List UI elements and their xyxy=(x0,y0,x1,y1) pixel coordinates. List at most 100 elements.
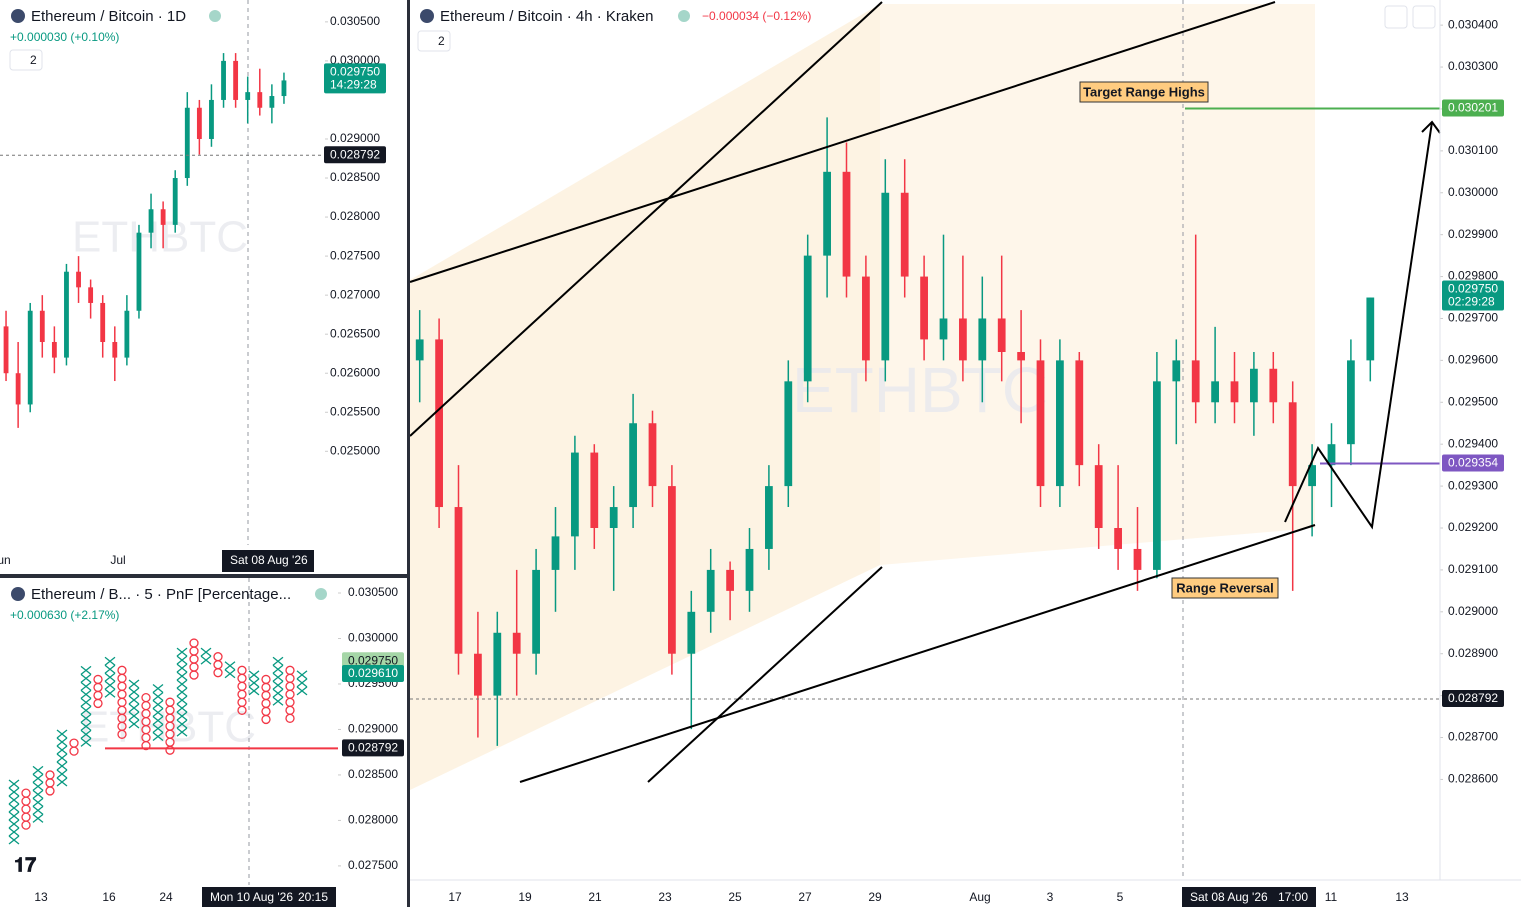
candle-body xyxy=(64,271,69,358)
y-tick-label: 0.029700 xyxy=(1448,311,1498,325)
candle-body xyxy=(745,548,754,591)
symbol-icon xyxy=(11,587,25,601)
candle-body xyxy=(532,569,540,654)
pnf-column xyxy=(213,652,223,678)
x-box xyxy=(104,664,116,674)
candle-body xyxy=(726,569,734,591)
candle-body xyxy=(1366,297,1375,361)
x-box xyxy=(152,700,164,710)
x-tick-label: 21 xyxy=(588,890,602,904)
y-tick-label: 0.029400 xyxy=(1448,436,1498,450)
x-box xyxy=(176,695,188,705)
annotation-box xyxy=(1171,577,1279,599)
x-box xyxy=(176,663,188,673)
x-box xyxy=(176,727,188,737)
pnf-column xyxy=(69,738,79,756)
candle-body xyxy=(184,107,190,179)
candle-body xyxy=(1191,360,1200,403)
candle-body xyxy=(823,171,831,256)
crosshair-date: 20:15 xyxy=(298,890,328,904)
x-box xyxy=(56,729,68,739)
price-tag xyxy=(342,664,404,682)
y-tick-label: 0.030000 xyxy=(348,631,398,645)
o-box xyxy=(69,746,79,756)
y-tick-label: 0.026500 xyxy=(330,326,380,340)
o-box xyxy=(213,668,223,678)
pnf-column xyxy=(21,788,31,830)
y-tick-label: 0.028500 xyxy=(348,767,398,781)
x-box xyxy=(152,732,164,742)
indicator-count[interactable]: 2 xyxy=(438,34,445,48)
price-tag-time: 02:29:28 xyxy=(1448,295,1495,309)
candle-body xyxy=(88,287,94,303)
status-dot xyxy=(678,10,690,22)
x-box xyxy=(248,678,260,688)
button[interactable] xyxy=(1384,5,1408,29)
button[interactable] xyxy=(1412,5,1436,29)
x-box xyxy=(128,719,140,729)
annotation: Target Range Highs xyxy=(1083,84,1205,99)
x-tick-label: 13 xyxy=(1395,890,1409,904)
x-tick-label: 3 xyxy=(1047,890,1054,904)
x-box xyxy=(32,773,44,783)
x-box xyxy=(80,721,92,731)
candle-body xyxy=(1230,381,1239,403)
y-tick-label: 0.029800 xyxy=(1448,269,1498,283)
candle-body xyxy=(1327,444,1336,466)
x-box xyxy=(152,716,164,726)
range-shade xyxy=(880,4,1315,565)
x-box xyxy=(56,737,68,747)
y-tick-label: 0.029000 xyxy=(1448,604,1498,618)
indicator-toggle[interactable] xyxy=(417,30,451,52)
pnf-column xyxy=(200,647,212,665)
x-box xyxy=(80,681,92,691)
symbol-icon xyxy=(420,9,434,23)
price-tag-label: 0.029610 xyxy=(348,666,398,680)
candle-body xyxy=(454,507,463,654)
x-box xyxy=(200,647,212,657)
annotation-box xyxy=(1079,81,1209,103)
pnf-column xyxy=(285,665,295,723)
indicator-count[interactable]: 2 xyxy=(30,53,37,67)
pnf-column xyxy=(296,670,308,696)
candle-body xyxy=(648,423,657,487)
candle-body xyxy=(1288,402,1297,487)
watermark: ETHBTC xyxy=(72,213,248,262)
watermark: ETHBTC xyxy=(80,703,256,752)
crosshair-date: Sat 08 Aug '26 xyxy=(230,553,308,567)
x-box xyxy=(8,779,20,789)
x-tick-label: 27 xyxy=(798,890,812,904)
trend-line xyxy=(647,566,883,783)
y-tick-label: 0.026000 xyxy=(330,365,380,379)
pnf-column xyxy=(261,674,271,725)
indicator-toggle[interactable] xyxy=(9,49,43,71)
y-tick-label: 0.028000 xyxy=(330,209,380,223)
watermark: ETHBTC xyxy=(792,354,1048,426)
x-box xyxy=(80,665,92,675)
candle-body xyxy=(3,326,9,374)
candle-body xyxy=(1308,465,1316,487)
price-tag-time: 14:29:28 xyxy=(330,78,377,92)
y-tick-label: 0.029600 xyxy=(1448,353,1498,367)
x-box xyxy=(152,692,164,702)
candle-body xyxy=(668,486,676,654)
pnf-column xyxy=(32,765,44,823)
drawings xyxy=(409,1,1441,783)
x-box xyxy=(176,711,188,721)
pnf-column xyxy=(104,656,116,698)
candle-body xyxy=(136,232,142,311)
change: +0.000630 (+2.17%) xyxy=(10,608,119,622)
divider xyxy=(407,0,410,907)
status-dot xyxy=(209,10,221,22)
x-tick-label: 16 xyxy=(102,890,116,904)
y-tick-label: 0.030000 xyxy=(1448,185,1498,199)
x-box xyxy=(80,673,92,683)
x-box xyxy=(8,819,20,829)
x-tick-label: 19 xyxy=(518,890,532,904)
o-box xyxy=(21,820,31,830)
x-tick-label: 23 xyxy=(658,890,672,904)
x-box xyxy=(104,672,116,682)
pnf-column xyxy=(117,665,127,739)
y-tick-label: 0.028900 xyxy=(1448,646,1498,660)
